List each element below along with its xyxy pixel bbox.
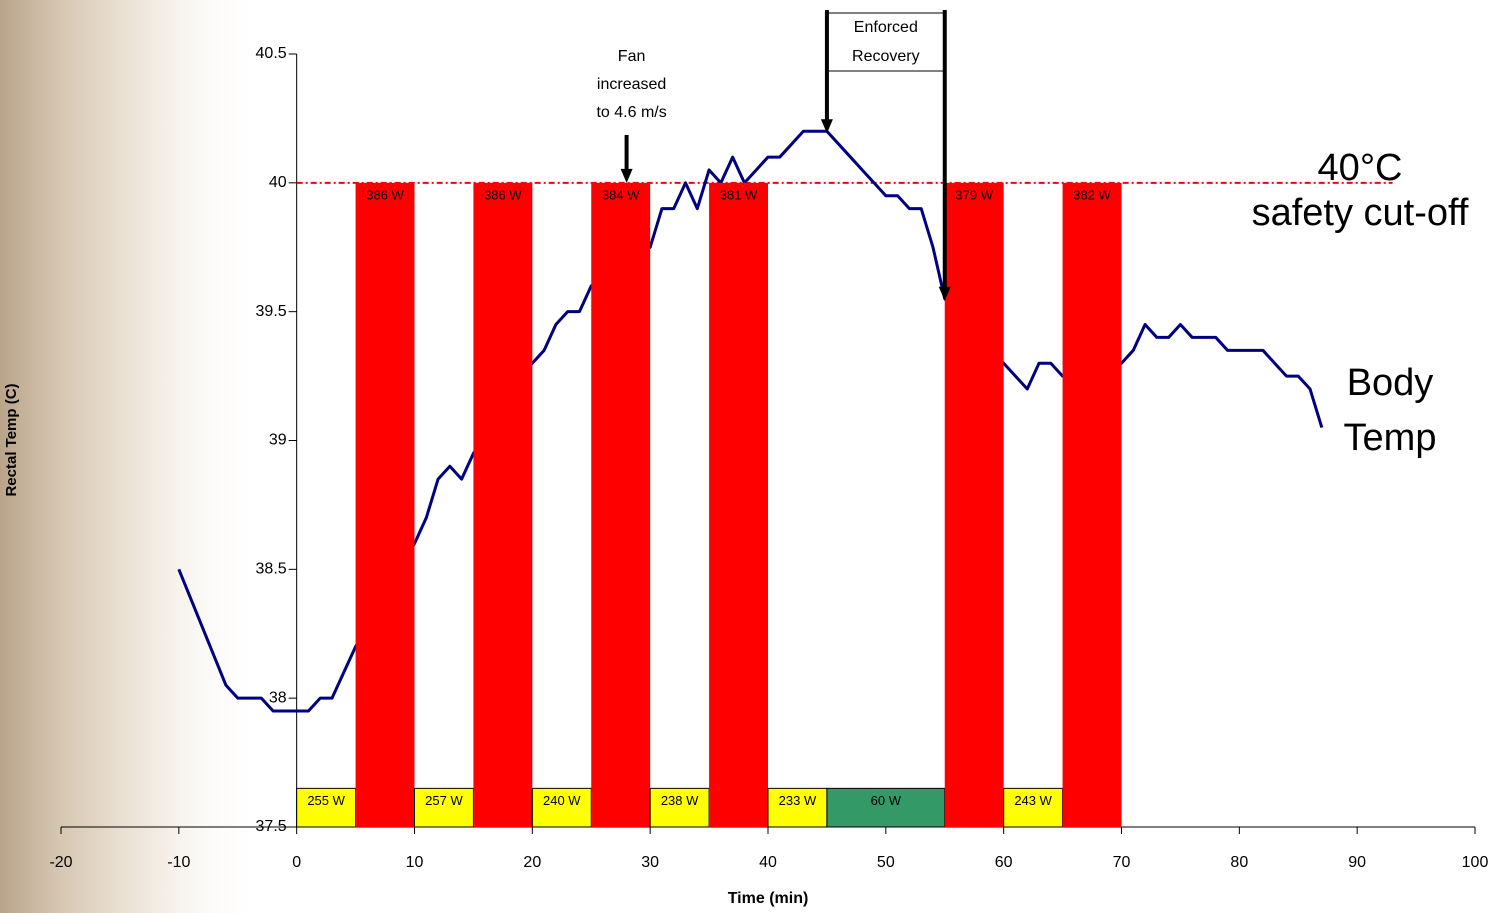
x-tick-label: 60 [995, 854, 1013, 871]
work-bout [591, 183, 650, 827]
arrow-head [621, 169, 633, 183]
work-bout-label: 243 W [1014, 793, 1052, 808]
x-tick-label: -20 [49, 854, 72, 871]
x-tick-label: -10 [167, 854, 190, 871]
x-tick-label: 10 [406, 854, 424, 871]
work-bout-label: 384 W [602, 187, 640, 202]
series-label: Body [1347, 362, 1434, 404]
work-bout-label: 386 W [484, 187, 522, 202]
y-axis-label: Rectal Temp (C) [3, 383, 20, 496]
x-tick-label: 100 [1462, 854, 1489, 871]
work-bout-label: 386 W [366, 187, 404, 202]
x-tick-label: 0 [292, 854, 301, 871]
work-bout [709, 183, 768, 827]
work-bout [1063, 183, 1122, 827]
work-bout-label: 379 W [955, 187, 993, 202]
work-bout-label: 240 W [543, 793, 581, 808]
x-tick-label: 80 [1230, 854, 1248, 871]
x-tick-label: 30 [641, 854, 659, 871]
x-axis-label: Time (min) [728, 890, 809, 907]
x-tick-label: 70 [1113, 854, 1131, 871]
y-tick-label: 39.5 [256, 303, 287, 320]
annotation-text: Recovery [852, 48, 920, 65]
y-tick-label: 38 [269, 689, 287, 706]
threshold-label: 40°C [1318, 147, 1403, 189]
y-tick-label: 39 [269, 432, 287, 449]
work-bout-label: 257 W [425, 793, 463, 808]
work-bout [945, 183, 1004, 827]
y-tick-label: 40 [269, 174, 287, 191]
annotation-text: Enforced [854, 19, 918, 36]
work-bout-label: 381 W [720, 187, 758, 202]
y-tick-label: 37.5 [256, 818, 287, 835]
x-tick-label: 90 [1348, 854, 1366, 871]
work-bout-label: 382 W [1073, 187, 1111, 202]
x-tick-label: 40 [759, 854, 777, 871]
y-tick-label: 40.5 [256, 45, 287, 62]
x-tick-label: 50 [877, 854, 895, 871]
work-bout-label: 255 W [307, 793, 345, 808]
work-bout-label: 233 W [779, 793, 817, 808]
annotation-text: to 4.6 m/s [596, 104, 666, 121]
threshold-label: safety cut-off [1252, 192, 1469, 234]
work-bout [356, 183, 415, 827]
work-bout-label: 60 W [871, 793, 902, 808]
x-tick-label: 20 [523, 854, 541, 871]
series-label: Temp [1344, 417, 1437, 459]
work-bout [473, 183, 532, 827]
annotation-text: Fan [618, 48, 646, 65]
y-tick-label: 38.5 [256, 561, 287, 578]
page: Time (min) Rectal Temp (C) 37.5 38 38.5 39 3… [0, 0, 1500, 913]
annotation-text: increased [597, 76, 666, 93]
chart: Time (min) Rectal Temp (C) 37.5 38 38.5 39 3… [0, 0, 1500, 913]
work-bout-label: 238 W [661, 793, 699, 808]
